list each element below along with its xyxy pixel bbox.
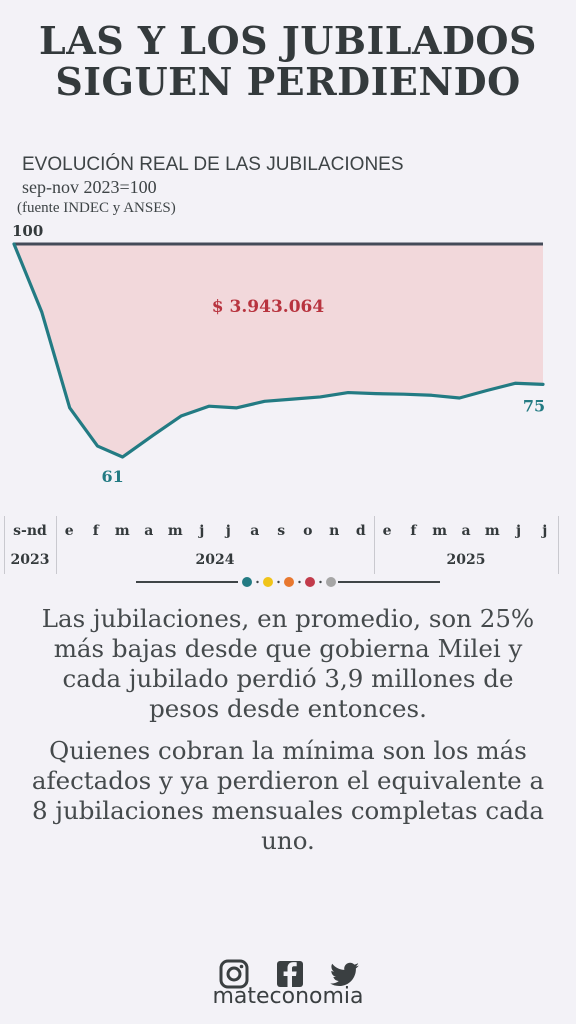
month-tick-label: s (277, 522, 286, 539)
main-title: LAS Y LOS JUBILADOS SIGUEN PERDIENDO (0, 20, 576, 102)
month-tick-label: o (303, 522, 313, 539)
chart-subtitle: sep-nov 2023=100 (22, 177, 157, 197)
month-tick-label: j (542, 522, 548, 539)
divider-small-dot (277, 580, 280, 584)
social-links (218, 958, 362, 990)
axis-separator (4, 516, 5, 574)
chart-title: EVOLUCIÓN REAL DE LAS JUBILACIONES (22, 154, 404, 175)
divider-dot (263, 577, 273, 587)
title-line-2: SIGUEN PERDIENDO (55, 59, 521, 104)
divider-dot (326, 577, 336, 587)
min-value-label: 61 (101, 467, 123, 486)
axis-separator (374, 516, 375, 574)
chart-source: (fuente INDEC y ANSES) (17, 200, 176, 216)
divider-small-dot (256, 580, 259, 584)
month-row: s-nd e f m a m j j a s o n d e f m a m j j (4, 516, 558, 545)
paragraph-minimum-loss: Quienes cobran la mínima son los más afe… (31, 736, 545, 855)
month-tick-label: a (144, 522, 154, 539)
month-tick-label: e (64, 522, 74, 539)
month-tick-label: m (114, 522, 130, 539)
month-tick-label: f (410, 522, 417, 539)
month-tick-label: e (382, 522, 392, 539)
loss-area (14, 244, 543, 457)
title-line-1: LAS Y LOS JUBILADOS (39, 18, 537, 63)
decorative-divider (136, 577, 440, 587)
divider-small-dot (298, 580, 301, 584)
year-row: 2023 2024 2025 (4, 545, 558, 574)
loss-amount-label: $ 3.943.064 (212, 297, 325, 317)
month-tick-label: m (432, 522, 448, 539)
axis-separator (56, 516, 57, 574)
instagram-icon[interactable] (218, 958, 250, 990)
divider-dot (242, 577, 252, 587)
month-tick-label: a (461, 522, 471, 539)
month-tick-label: j (199, 522, 205, 539)
year-tick-label: 2025 (446, 551, 486, 568)
series-line (12, 242, 545, 459)
month-tick-label: m (484, 522, 500, 539)
month-tick-label: m (167, 522, 183, 539)
twitter-icon[interactable] (328, 958, 362, 990)
paragraph-average-loss: Las jubilaciones, en promedio, son 25% m… (41, 604, 535, 723)
month-tick-label: f (92, 522, 99, 539)
divider-dot (284, 577, 294, 587)
year-tick-label: 2024 (195, 551, 235, 568)
baseline-label: 100 (12, 222, 43, 240)
brand-name: mateconomia (212, 984, 364, 1009)
month-tick-label: j (516, 522, 522, 539)
axis-separator (558, 516, 559, 574)
line-chart: 100 $ 3.943.064 61 75 (12, 222, 545, 486)
month-tick-label: a (250, 522, 260, 539)
divider-small-dot (319, 580, 322, 584)
month-tick-label: s-nd (13, 522, 47, 539)
divider-dot (305, 577, 315, 587)
x-axis: s-nd e f m a m j j a s o n d e f m a m j j 2023 2024 2025 (4, 516, 559, 574)
last-value-label: 75 (523, 396, 545, 415)
month-tick-label: d (355, 522, 366, 539)
facebook-icon[interactable] (274, 958, 306, 990)
month-tick-label: n (329, 522, 340, 539)
year-tick-label: 2023 (10, 551, 50, 568)
month-tick-label: j (225, 522, 231, 539)
